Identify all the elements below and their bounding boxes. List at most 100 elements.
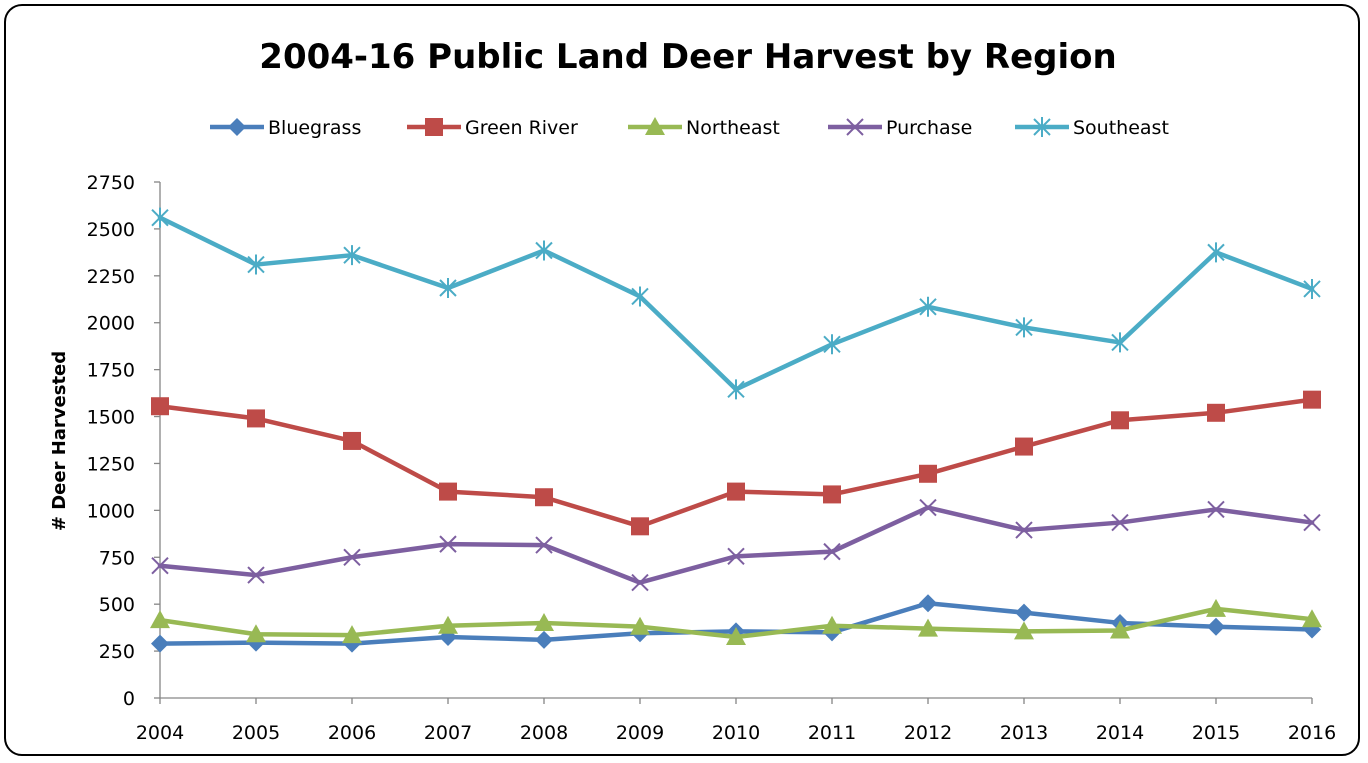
data-point-northeast — [1302, 609, 1322, 628]
x-tick-label: 2011 — [808, 722, 856, 744]
data-point-green-river — [631, 517, 649, 536]
legend-item-southeast: Southeast — [1015, 117, 1169, 139]
data-point-purchase — [1207, 500, 1225, 519]
legend-item-purchase: Purchase — [828, 117, 972, 139]
data-point-purchase — [439, 535, 457, 553]
data-point-southeast — [1207, 242, 1225, 263]
data-point-green-river — [1303, 390, 1321, 409]
data-point-northeast — [918, 618, 938, 637]
legend-marker-southeast — [1033, 117, 1051, 137]
data-point-southeast — [823, 334, 841, 355]
data-point-northeast — [630, 616, 650, 635]
x-tick-label: 2012 — [904, 722, 952, 744]
data-point-green-river — [151, 397, 169, 416]
data-point-bluegrass — [1015, 603, 1033, 622]
data-point-green-river — [1015, 437, 1033, 456]
y-tick-label: 500 — [99, 594, 135, 616]
axes: 0 250 500 750 1000 1250 1500 1750 2000 2250 2500 27… — [87, 172, 1337, 744]
series-line-purchase — [157, 505, 1315, 585]
legend-marker-purchase — [846, 118, 864, 136]
data-point-southeast — [1111, 332, 1129, 353]
x-tick-label: 2014 — [1096, 722, 1144, 744]
data-point-southeast — [343, 245, 361, 266]
x-tick-label: 2013 — [1000, 722, 1048, 744]
legend-marker-bluegrass — [228, 118, 246, 136]
y-tick-label: 1250 — [87, 453, 135, 475]
y-tick-label: 250 — [99, 641, 135, 663]
y-tick-label: 2750 — [87, 172, 135, 194]
data-point-northeast — [822, 615, 842, 634]
y-tick-label: 1000 — [87, 500, 135, 522]
series-purchase — [151, 498, 1321, 592]
legend-label: Northeast — [686, 117, 780, 139]
series-southeast — [151, 207, 1321, 400]
data-point-green-river — [1111, 411, 1129, 430]
y-tick-label: 2000 — [87, 313, 135, 335]
legend-item-bluegrass: Bluegrass — [210, 117, 361, 139]
data-point-purchase — [727, 547, 745, 566]
data-point-green-river — [1207, 403, 1225, 422]
data-point-bluegrass — [151, 634, 169, 653]
data-point-northeast — [1110, 620, 1130, 639]
x-tick-label: 2016 — [1288, 722, 1336, 744]
x-tick-label: 2005 — [232, 722, 280, 744]
legend-item-northeast: Northeast — [628, 117, 780, 139]
data-point-purchase — [247, 566, 265, 584]
data-point-green-river — [823, 485, 841, 504]
data-point-green-river — [727, 482, 745, 501]
y-tick-label: 0 — [123, 688, 135, 710]
x-tick-label: 2007 — [424, 722, 472, 744]
data-point-purchase — [343, 548, 361, 566]
y-tick-label: 1750 — [87, 360, 135, 382]
series-layer — [150, 207, 1322, 653]
legend-label: Southeast — [1073, 117, 1169, 139]
data-point-purchase — [1015, 521, 1033, 539]
x-tick-label: 2006 — [328, 722, 376, 744]
data-point-green-river — [247, 409, 265, 428]
legend-label: Bluegrass — [268, 117, 361, 139]
data-point-northeast — [246, 624, 266, 643]
x-tick-label: 2009 — [616, 722, 664, 744]
legend-label: Green River — [465, 117, 578, 139]
data-point-northeast — [342, 625, 362, 644]
data-point-purchase — [919, 498, 937, 517]
data-point-purchase — [1111, 513, 1129, 532]
data-point-green-river — [535, 488, 553, 507]
data-point-northeast — [1014, 621, 1034, 640]
data-point-northeast — [150, 610, 170, 629]
data-point-southeast — [247, 254, 265, 275]
data-point-northeast — [438, 615, 458, 634]
data-point-purchase — [631, 573, 649, 592]
y-tick-label: 2500 — [87, 219, 135, 241]
data-point-northeast — [534, 612, 554, 631]
data-point-southeast — [439, 278, 457, 299]
data-point-bluegrass — [1207, 617, 1225, 636]
legend-item-green-river: Green River — [407, 117, 578, 139]
data-point-purchase — [535, 536, 553, 554]
legend: Bluegrass Green River Northeast Purchase Sou… — [210, 117, 1169, 139]
data-point-southeast — [535, 240, 553, 261]
data-point-southeast — [1303, 278, 1321, 299]
legend-label: Purchase — [886, 117, 972, 139]
y-tick-label: 2250 — [87, 266, 135, 288]
data-point-green-river — [343, 431, 361, 450]
data-point-green-river — [919, 464, 937, 483]
data-point-purchase — [823, 542, 841, 561]
data-point-purchase — [151, 557, 169, 575]
legend-marker-green-river — [425, 118, 443, 136]
y-tick-label: 1500 — [87, 407, 135, 429]
data-point-southeast — [919, 296, 937, 317]
series-green-river — [151, 390, 1321, 536]
data-point-northeast — [726, 627, 746, 646]
legend-marker-northeast — [645, 117, 665, 135]
data-point-southeast — [727, 379, 745, 400]
data-point-southeast — [631, 286, 649, 307]
series-line-southeast — [157, 215, 1315, 392]
data-point-southeast — [1015, 317, 1033, 338]
y-axis-label: # Deer Harvested — [49, 351, 70, 531]
x-tick-label: 2010 — [712, 722, 760, 744]
data-point-bluegrass — [535, 630, 553, 649]
data-point-northeast — [1206, 598, 1226, 617]
data-point-southeast — [151, 207, 169, 228]
